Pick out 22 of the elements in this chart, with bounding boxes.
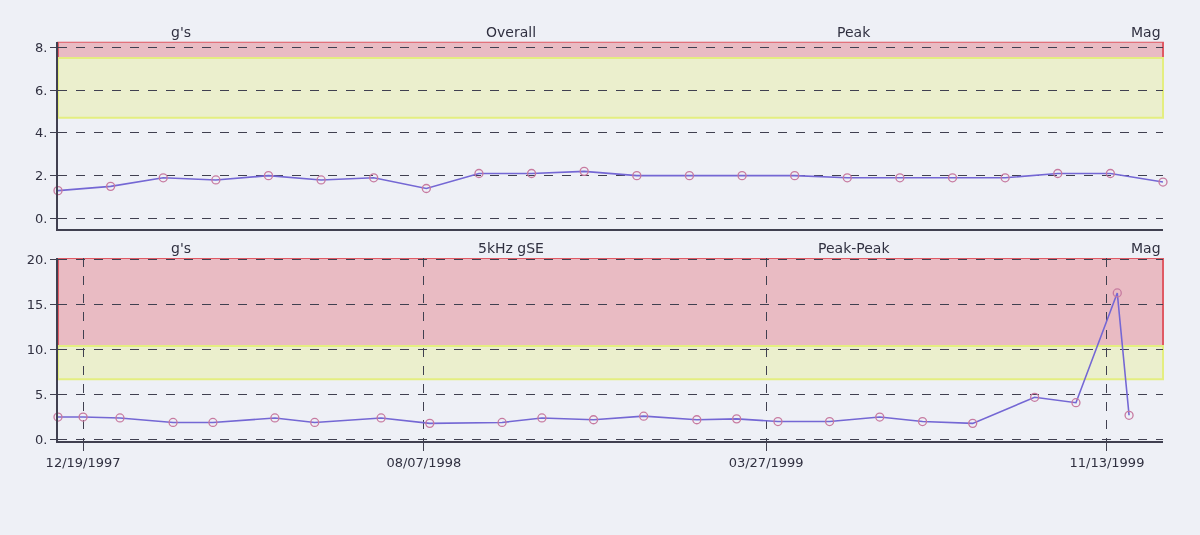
text: Peak-Peak xyxy=(818,240,891,256)
y-tick-label: 0. xyxy=(34,432,48,448)
x-tick-label: 03/27/1999 xyxy=(728,454,804,470)
y-tick-label: 2. xyxy=(34,168,48,184)
y-tick-label: 4. xyxy=(34,125,48,141)
y-tick-label: 5. xyxy=(34,387,48,403)
y-tick-label: 0. xyxy=(34,211,48,227)
text: Mag xyxy=(1131,240,1161,256)
x-tick-label: 11/13/1999 xyxy=(1069,454,1145,470)
y-tick-label: 15. xyxy=(26,297,48,313)
y-tick-label: 20. xyxy=(26,252,48,268)
text: Mag xyxy=(1131,24,1161,40)
y-tick-label: 8. xyxy=(34,39,48,55)
text: Overall xyxy=(486,24,537,40)
y-axis-title: g's xyxy=(171,240,192,256)
y-axis-title: g's xyxy=(171,24,192,40)
x-tick-label: 12/19/1997 xyxy=(45,454,121,470)
y-tick-label: 6. xyxy=(34,82,48,98)
text: Peak xyxy=(837,24,872,40)
x-tick-label: 08/07/1998 xyxy=(386,454,462,470)
text: 5kHz gSE xyxy=(478,240,544,256)
y-tick-label: 10. xyxy=(26,342,48,358)
